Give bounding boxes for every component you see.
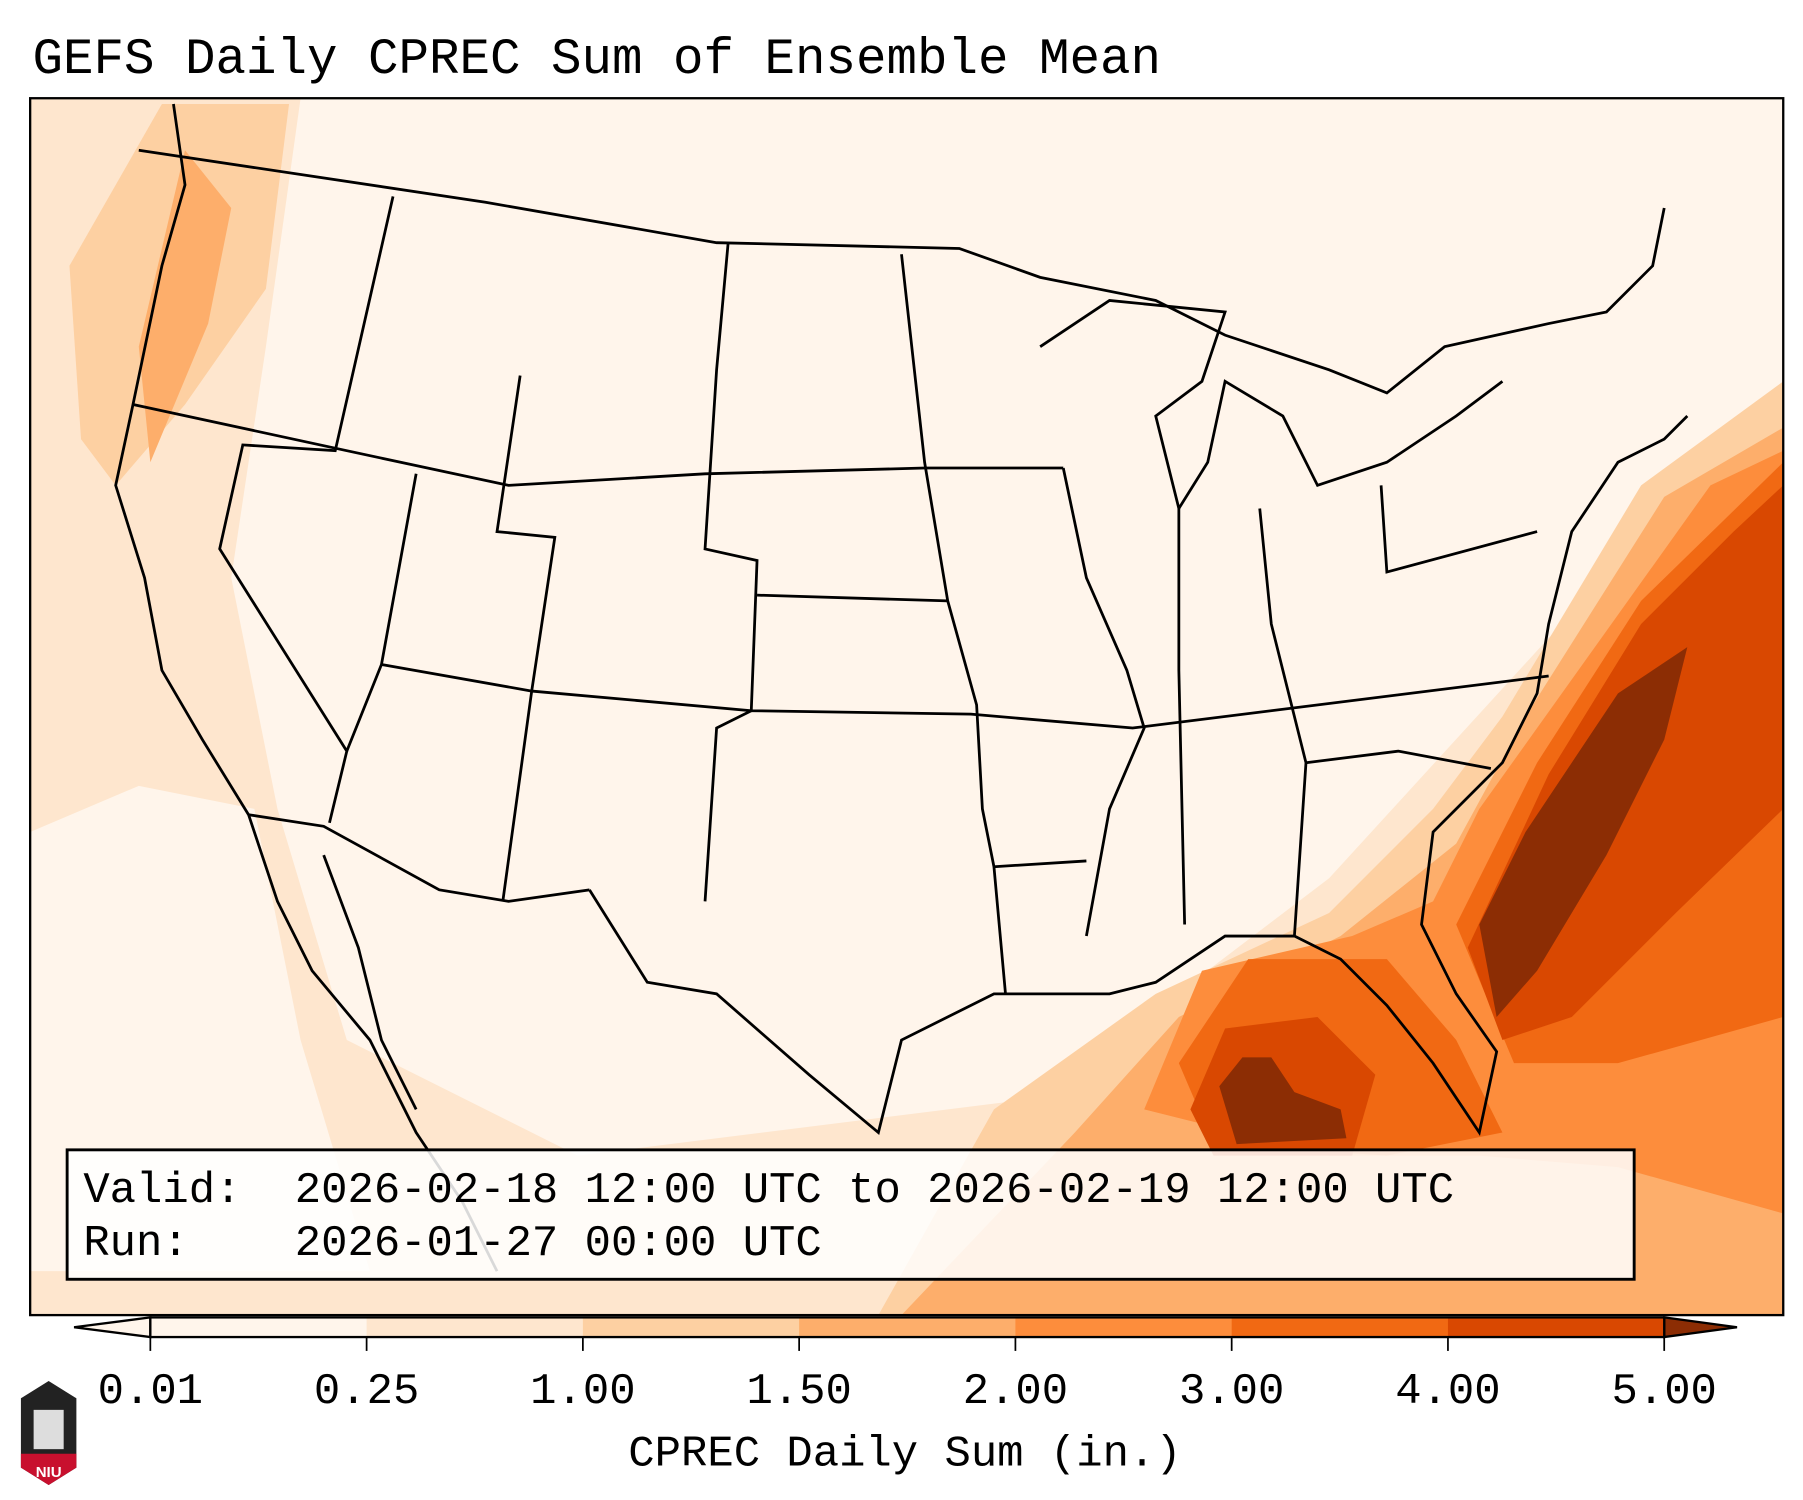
- logo-text: NIU: [36, 1464, 62, 1481]
- precip-region: [1479, 647, 1688, 1017]
- state-line: [757, 593, 948, 603]
- colorbar-extend-max: [1663, 1316, 1738, 1339]
- run-label: Run:: [83, 1219, 188, 1269]
- colorbar-extend-min: [73, 1316, 152, 1339]
- precip-region: [138, 150, 232, 463]
- colorbar-segment: [366, 1317, 584, 1338]
- colorbar-outline: [149, 1316, 1666, 1339]
- valid-value: 2026-02-18 12:00 UTC to 2026-02-19 12:00…: [295, 1166, 1454, 1216]
- colorbar-tick-label: 0.01: [98, 1367, 203, 1417]
- colorbar-segment: [1015, 1317, 1233, 1338]
- state-line: [132, 403, 1064, 487]
- run-value: 2026-01-27 00:00 UTC: [295, 1219, 822, 1269]
- state-line: [218, 196, 395, 824]
- state-line: [993, 859, 1087, 869]
- great-lakes: [1039, 299, 1504, 512]
- colorbar-segment: [1447, 1317, 1665, 1338]
- colorbar-label: CPREC Daily Sum (in.): [628, 1429, 1181, 1479]
- state-line: [381, 663, 1549, 730]
- map-panel: [30, 98, 1784, 1316]
- colorbar-tick-label: 1.50: [746, 1367, 851, 1417]
- coastline: [114, 103, 499, 1272]
- state-line: [1258, 508, 1308, 937]
- state-line: [345, 473, 418, 752]
- border-canada: [138, 148, 1666, 395]
- state-line: [1379, 485, 1538, 574]
- colorbar-segment: [1231, 1317, 1449, 1338]
- colorbar-tick-label: 4.00: [1395, 1367, 1500, 1417]
- coastline: [588, 415, 1689, 1137]
- colorbar-tick-label: 5.00: [1612, 1367, 1717, 1417]
- colorbar-segment: [799, 1317, 1016, 1338]
- state-line: [1061, 467, 1146, 937]
- niu-logo: NIU: [20, 1380, 77, 1485]
- colorbar-segment: [582, 1317, 800, 1338]
- border-mexico: [248, 813, 590, 903]
- state-line: [1177, 508, 1187, 925]
- info-box: Valid: 2026-02-18 12:00 UTC to 2026-02-1…: [65, 1148, 1636, 1281]
- colorbar-tick-label: 1.00: [530, 1367, 635, 1417]
- colorbar-tick-label: 0.25: [314, 1367, 419, 1417]
- coastline: [322, 854, 418, 1111]
- precip-region: [1219, 1057, 1347, 1145]
- map-frame: [29, 97, 1785, 1317]
- colorbar: 0.01 0.25 1.00 1.50 2.00 3.00 4.00 5.00: [73, 1316, 1738, 1417]
- colorbar-tick-label: 3.00: [1179, 1367, 1284, 1417]
- chart-title: GEFS Daily CPREC Sum of Ensemble Mean: [32, 32, 1161, 89]
- valid-label: Valid:: [83, 1166, 241, 1216]
- colorbar-tick-label: 2.00: [963, 1367, 1068, 1417]
- state-line: [703, 242, 759, 902]
- map-borders: [114, 103, 1689, 1272]
- state-line: [495, 375, 557, 902]
- state-line: [1305, 749, 1492, 770]
- colorbar-segment: [150, 1317, 368, 1338]
